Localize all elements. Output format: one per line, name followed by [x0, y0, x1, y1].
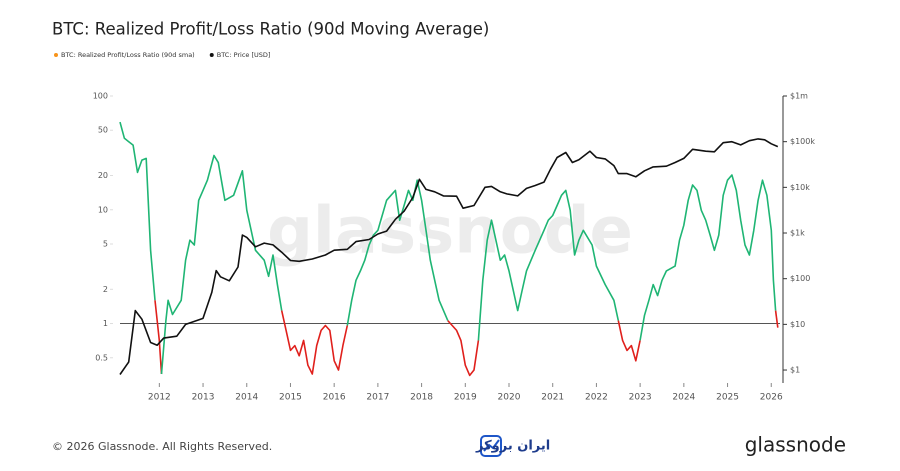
x-tick-label: 2026 [760, 393, 783, 403]
partner-logo: ایران بروکر [475, 435, 550, 457]
x-tick-label: 2012 [148, 393, 171, 403]
y2-tick-label: $100k [790, 137, 815, 146]
y-tick-label: 2 [103, 285, 108, 294]
series-line [119, 138, 779, 375]
series-line [639, 174, 777, 341]
partner-logo-text: ایران بروکر [475, 439, 550, 454]
y-tick-label: 50 [98, 126, 108, 135]
series-line [154, 300, 163, 375]
logo-icon [480, 435, 502, 457]
y2-tick-label: $1 [790, 366, 800, 375]
y2-tick-label: $1k [790, 229, 805, 238]
x-tick-label: 2022 [585, 393, 608, 403]
logo-arrow [483, 439, 500, 452]
series-line [280, 310, 349, 375]
x-tick-label: 2017 [366, 393, 389, 403]
y-tick-label: 5 [103, 240, 108, 249]
watermark: glassnode [267, 195, 633, 269]
y-tick-label: 10 [98, 205, 108, 214]
y2-tick-label: $10k [790, 183, 810, 192]
y2-tick-label: $1m [790, 92, 808, 101]
legend-label: BTC: Price [USD] [217, 51, 271, 59]
x-tick-label: 2019 [454, 393, 477, 403]
y-tick-label: 20 [98, 171, 108, 180]
x-tick-label: 2018 [410, 393, 433, 403]
x-tick-label: 2025 [716, 393, 739, 403]
legend-swatch [54, 53, 58, 57]
series-line [774, 310, 779, 328]
chart-title: BTC: Realized Profit/Loss Ratio (90d Mov… [52, 20, 489, 39]
x-tick-label: 2023 [629, 393, 652, 403]
x-tick-label: 2015 [279, 393, 302, 403]
y2-tick-label: $10 [790, 320, 805, 329]
series-line [346, 179, 449, 326]
x-tick-label: 2024 [672, 393, 695, 403]
x-tick-label: 2014 [235, 393, 258, 403]
series-line [119, 121, 156, 301]
y-tick-label: 1 [103, 319, 108, 328]
series-line [617, 320, 641, 362]
series-line [447, 320, 480, 377]
footer: © 2026 Glassnode. All Rights Reserved. [52, 440, 272, 453]
x-tick-label: 2016 [323, 393, 346, 403]
series-line [160, 154, 283, 375]
legend-label: BTC: Realized Profit/Loss Ratio (90d sma… [61, 51, 195, 59]
series-line [477, 189, 620, 341]
y-tick-label: 0.5 [95, 353, 108, 362]
x-tick-label: 2021 [541, 393, 564, 403]
y2-tick-label: $100 [790, 274, 810, 283]
brand: glassnode [745, 433, 846, 457]
y-tick-label: 100 [93, 92, 108, 101]
legend-swatch [209, 53, 214, 57]
x-tick-label: 2020 [498, 393, 521, 403]
x-tick-label: 2013 [192, 393, 215, 403]
